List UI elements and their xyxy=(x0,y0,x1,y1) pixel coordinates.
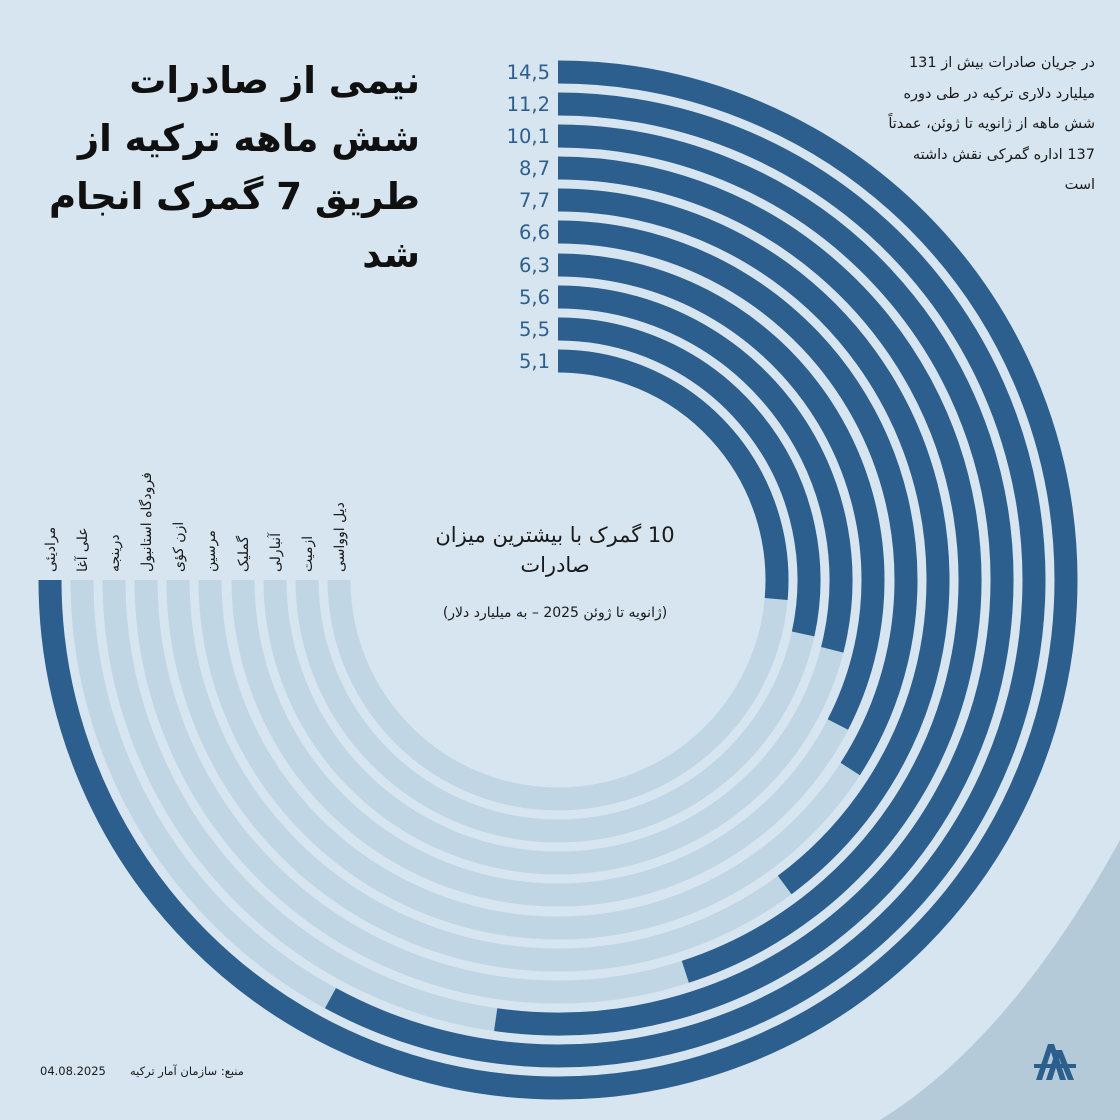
bar-arc-1 xyxy=(38,60,1078,1100)
value-label-5: 7,7 xyxy=(519,189,550,212)
category-label-9: ازمیت xyxy=(300,536,316,572)
value-label-10: 5,1 xyxy=(519,350,550,373)
aa-logo-icon xyxy=(1034,1044,1076,1080)
value-label-1: 14,5 xyxy=(507,61,550,84)
category-label-6: مرسین xyxy=(203,530,219,572)
source-note: منبع: سازمان آمار ترکیه xyxy=(130,1064,244,1078)
bar-arc-9 xyxy=(557,317,821,637)
category-label-4: فرودگاه استانبول xyxy=(138,472,155,572)
category-label-2: علی آغا xyxy=(74,527,91,572)
bar-arc-5 xyxy=(557,188,950,895)
description-text: در جریان صادرات بیش از 131 میلیارد دلاری… xyxy=(888,55,1095,193)
bar-arc-4 xyxy=(557,156,982,983)
value-label-4: 8,7 xyxy=(519,157,550,180)
category-label-7: گملیک xyxy=(235,536,252,572)
category-label-5: ازن کؤی xyxy=(171,522,187,572)
page-title: نیمی از صادرات شش ماهه ترکیه از طریق 7 گ… xyxy=(49,59,420,276)
bar-arc-8 xyxy=(557,285,853,653)
category-label-8: آنبارلی xyxy=(267,532,284,572)
value-label-7: 6,3 xyxy=(519,254,550,277)
value-label-8: 5,6 xyxy=(519,286,550,309)
date-label: 04.08.2025 xyxy=(40,1064,106,1078)
bar-arc-10 xyxy=(557,349,789,600)
bar-arc-3 xyxy=(494,124,1014,1036)
value-label-6: 6,6 xyxy=(519,221,550,244)
chart-subtitle: (ژانویه تا ژوئن 2025 – به میلیارد دلار) xyxy=(442,605,668,621)
value-label-2: 11,2 xyxy=(507,93,550,116)
chart-title: 10 گمرک با بیشترین میزان صادرات xyxy=(435,523,675,577)
category-label-10: دیل اوواسی xyxy=(332,502,348,572)
value-label-9: 5,5 xyxy=(519,318,550,341)
category-label-3: درینجه xyxy=(107,534,123,572)
bar-arc-6 xyxy=(557,220,918,776)
value-label-3: 10,1 xyxy=(507,125,550,148)
bar-arc-2 xyxy=(325,92,1046,1068)
category-label-1: مرادیئی xyxy=(43,527,59,572)
bar-arc-7 xyxy=(557,253,885,730)
